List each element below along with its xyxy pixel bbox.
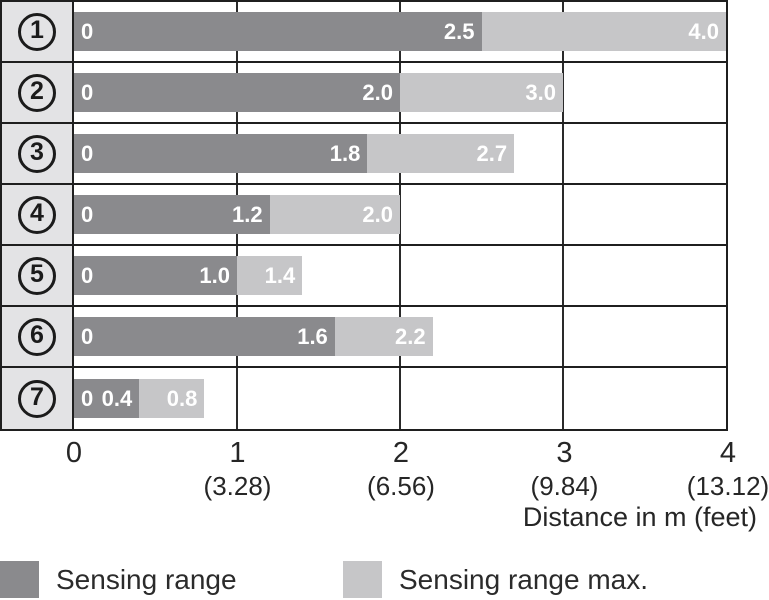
bar-zone: 0 2.0 3.0	[74, 63, 726, 122]
bar-max-label: 1.4	[264, 262, 296, 288]
sensing-range-max-bar: 2.7	[367, 134, 515, 173]
sensing-range-max-bar: 2.0	[269, 195, 400, 234]
sensing-range-bar: 0 2.0	[74, 73, 400, 112]
circled-number: 7	[18, 379, 56, 418]
legend-item: Sensing range	[0, 561, 237, 598]
sensing-range-bar: 0 2.5	[74, 12, 482, 51]
bar-zero-label: 0	[81, 385, 94, 411]
bar-range-label: 0.4	[101, 385, 133, 411]
legend-item: Sensing range max.	[343, 561, 648, 598]
bar-zone: 0 1.8 2.7	[74, 124, 726, 183]
tick-feet: (3.28)	[203, 470, 272, 501]
row-number: 1	[30, 16, 44, 44]
x-axis-tick: 2 (6.56)	[367, 437, 435, 501]
row-number: 5	[30, 260, 44, 288]
gridline-3m	[562, 2, 564, 429]
bar-zero-label: 0	[81, 79, 94, 105]
gridline-2m	[399, 2, 401, 429]
legend-label: Sensing range	[56, 563, 237, 595]
x-axis-tick: 4 (13.12)	[686, 437, 769, 501]
bar-range-label: 2.0	[362, 79, 393, 105]
x-axis-title: Distance in m (feet)	[522, 502, 757, 532]
circled-number: 6	[18, 317, 56, 356]
bar-max-label: 0.8	[166, 385, 198, 411]
tick-feet: (9.84)	[530, 470, 599, 501]
sensing-range-bar: 0 1.8	[74, 134, 368, 173]
row-number: 4	[30, 199, 44, 227]
tick-feet: (13.12)	[686, 470, 769, 501]
tick-meters: 4	[719, 437, 737, 469]
chart-row: 2 0 2.0 3.0	[2, 63, 726, 124]
bar-range-label: 2.5	[443, 18, 475, 44]
circled-number: 4	[18, 195, 56, 234]
row-number: 3	[30, 138, 44, 166]
bar-max-label: 2.2	[395, 323, 426, 349]
bar-zone: 0 1.2 2.0	[74, 185, 726, 244]
tick-feet: (6.56)	[367, 470, 435, 501]
sensing-range-max-bar: 2.2	[334, 317, 433, 356]
legend-swatch	[343, 561, 382, 598]
circled-number: 1	[18, 12, 56, 51]
bar-range-label: 1.8	[329, 140, 361, 166]
sensing-range-max-bar: 3.0	[400, 73, 563, 112]
row-header: 2	[2, 63, 74, 122]
row-header: 5	[2, 246, 74, 305]
sensing-range-bar: 0 1.6	[74, 317, 335, 356]
row-header: 3	[2, 124, 74, 183]
bar-range-label: 1.2	[232, 201, 263, 227]
bar-max-label: 2.7	[476, 140, 508, 166]
bar-zone: 0 2.5 4.0	[74, 2, 726, 61]
tick-meters: 0	[65, 437, 83, 469]
row-header: 1	[2, 2, 74, 61]
x-axis: 0 1 (3.28) 2 (6.56) 3 (9.84) 4 (13.12)	[0, 437, 769, 501]
x-axis-tick: 1 (3.28)	[203, 437, 272, 501]
sensing-range-bar: 0 1.0	[74, 256, 237, 295]
tick-meters: 2	[392, 437, 410, 469]
bar-range-label: 1.6	[297, 323, 328, 349]
bar-max-label: 2.0	[362, 201, 393, 227]
circled-number: 5	[18, 256, 56, 295]
chart-row: 7 0 0.4 0.8	[2, 368, 726, 429]
bar-zero-label: 0	[81, 140, 94, 166]
tick-meters: 3	[556, 437, 573, 469]
bar-zero-label: 0	[81, 262, 94, 288]
legend-swatch	[0, 561, 39, 598]
circled-number: 2	[18, 73, 56, 112]
row-header: 7	[2, 368, 74, 429]
bar-max-label: 3.0	[525, 79, 556, 105]
sensing-range-max-bar: 4.0	[481, 12, 726, 51]
row-header: 6	[2, 307, 74, 366]
legend-label: Sensing range max.	[399, 563, 649, 595]
chart-row: 4 0 1.2 2.0	[2, 185, 726, 246]
x-axis-tick: 0	[65, 437, 83, 470]
row-number: 6	[30, 321, 44, 349]
sensing-range-max-bar: 0.8	[139, 379, 205, 418]
x-axis-tick: 3 (9.84)	[530, 437, 599, 501]
sensing-range-bar: 0 0.4	[74, 379, 140, 418]
bar-max-label: 4.0	[688, 18, 719, 44]
sensing-range-max-bar: 1.4	[237, 256, 303, 295]
row-number: 7	[30, 383, 44, 411]
chart-row: 5 0 1.0 1.4	[2, 246, 726, 307]
chart-row: 1 0 2.5 4.0	[2, 2, 726, 63]
legend: Sensing range Sensing range max.	[0, 561, 769, 599]
bar-zone: 0 0.4 0.8	[74, 368, 726, 429]
bar-zero-label: 0	[81, 201, 94, 227]
bar-zero-label: 0	[81, 18, 94, 44]
circled-number: 3	[18, 134, 56, 173]
bar-zone: 0 1.6 2.2	[74, 307, 726, 366]
chart-row: 3 0 1.8 2.7	[2, 124, 726, 185]
tick-meters: 1	[229, 437, 246, 469]
chart-row: 6 0 1.6 2.2	[2, 307, 726, 368]
row-header: 4	[2, 185, 74, 244]
row-number: 2	[30, 77, 44, 105]
bar-zone: 0 1.0 1.4	[74, 246, 726, 305]
chart-grid: 1 0 2.5 4.0 2 0 2.0 3.0 3	[0, 0, 728, 431]
bar-zero-label: 0	[81, 323, 94, 349]
chart-rows: 1 0 2.5 4.0 2 0 2.0 3.0 3	[2, 2, 726, 429]
sensing-range-bar: 0 1.2	[74, 195, 270, 234]
bar-range-label: 1.0	[199, 262, 230, 288]
